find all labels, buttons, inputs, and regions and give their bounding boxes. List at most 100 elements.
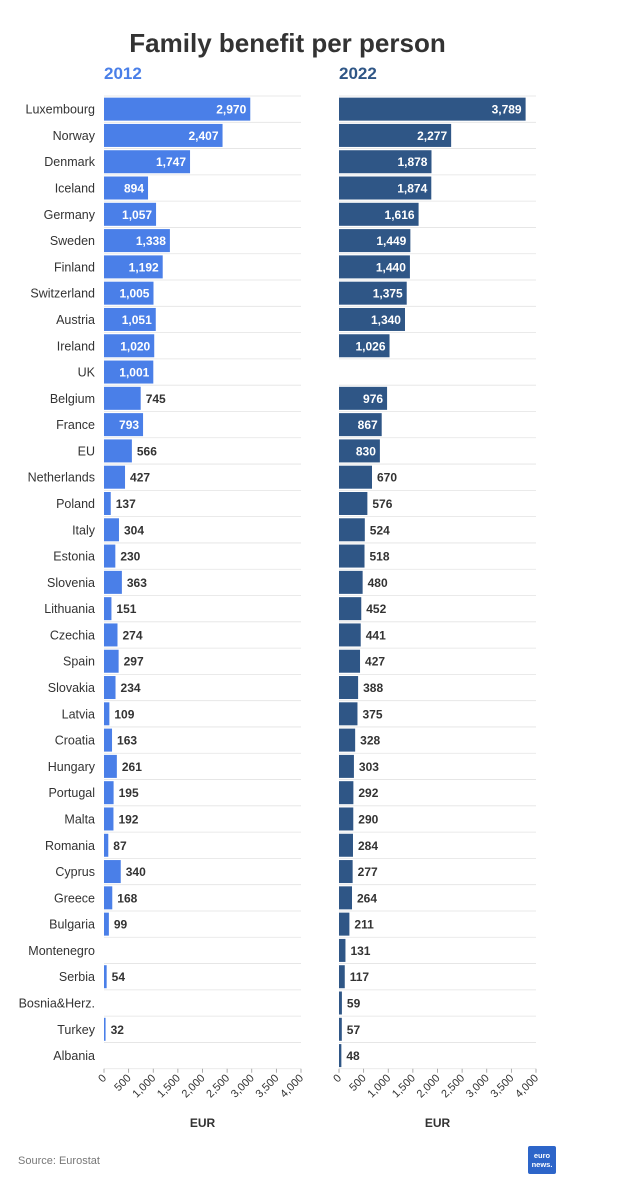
bar-2022 [339, 570, 363, 594]
data-label-2022: 375 [362, 707, 382, 721]
tick-label-2022: 3,500 [489, 1072, 517, 1100]
data-label-2012: 32 [111, 1023, 125, 1037]
data-label-2022: 670 [377, 471, 397, 485]
tick-label-2022: 3,000 [464, 1072, 492, 1100]
data-label-2022: 524 [370, 523, 390, 537]
data-label-2012: 163 [117, 734, 137, 748]
data-label-2012: 261 [122, 760, 142, 774]
bar-2022 [339, 386, 388, 410]
data-label-2012: 2,970 [216, 103, 246, 117]
bar-2022 [339, 123, 452, 147]
data-label-2022: 1,340 [371, 313, 401, 327]
category-label: Slovakia [48, 681, 95, 695]
data-label-2022: 117 [350, 970, 370, 984]
category-label: Finland [54, 260, 95, 274]
source-note: Source: Eurostat [18, 1155, 100, 1167]
bar-2012 [104, 176, 149, 200]
data-label-2022: 1,616 [385, 208, 415, 222]
bar-2022 [339, 150, 432, 174]
category-label: EU [78, 444, 95, 458]
bar-2022 [339, 623, 361, 647]
category-label: Greece [54, 891, 95, 905]
panel-title-2012: 2012 [104, 64, 142, 83]
category-label: Romania [45, 839, 95, 853]
tick-label-2022: 1,000 [365, 1072, 393, 1100]
bar-2012 [104, 886, 113, 910]
data-label-2012: 137 [116, 497, 136, 511]
bar-2022 [339, 728, 356, 752]
data-label-2022: 303 [359, 760, 379, 774]
data-label-2022: 976 [363, 392, 383, 406]
data-label-2022: 277 [358, 865, 378, 879]
bar-2012 [104, 518, 119, 542]
bar-2012 [104, 413, 144, 437]
data-label-2022: 2,277 [417, 129, 447, 143]
data-label-2022: 3,789 [492, 103, 522, 117]
data-label-2012: 54 [112, 970, 126, 984]
data-label-2012: 363 [127, 576, 147, 590]
bar-2022 [339, 781, 354, 805]
tick-label-2022: 4,000 [513, 1072, 541, 1100]
data-label-2012: 195 [119, 786, 139, 800]
data-label-2022: 480 [368, 576, 388, 590]
data-label-2012: 745 [146, 392, 166, 406]
category-label: Latvia [62, 707, 95, 721]
bar-2012 [104, 860, 121, 884]
bar-2012 [104, 97, 251, 121]
data-label-2022: 576 [372, 497, 392, 511]
data-label-2022: 388 [363, 681, 383, 695]
data-label-2012: 87 [113, 839, 127, 853]
data-label-2022: 290 [358, 812, 378, 826]
data-label-2012: 340 [126, 865, 146, 879]
category-label: Serbia [59, 970, 95, 984]
data-label-2022: 1,026 [355, 339, 385, 353]
category-label: Turkey [57, 1023, 95, 1037]
bar-2012 [104, 912, 109, 936]
data-label-2012: 297 [124, 655, 144, 669]
data-label-2012: 151 [116, 602, 136, 616]
data-label-2022: 131 [350, 944, 370, 958]
category-label: Lithuania [44, 602, 95, 616]
category-label: Netherlands [28, 471, 95, 485]
bar-2022 [339, 965, 345, 989]
category-label: Czechia [50, 628, 95, 642]
data-label-2022: 518 [370, 550, 390, 564]
data-label-2022: 441 [366, 628, 386, 642]
data-label-2012: 1,338 [136, 234, 166, 248]
category-label: Switzerland [30, 287, 95, 301]
bar-2012 [104, 491, 111, 515]
category-label: France [56, 418, 95, 432]
bar-2012 [104, 386, 141, 410]
bar-2012 [104, 255, 163, 279]
bar-2022 [339, 281, 407, 305]
category-label: Albania [53, 1049, 95, 1063]
data-label-2012: 168 [117, 891, 137, 905]
data-label-2022: 211 [354, 918, 374, 932]
data-label-2022: 867 [358, 418, 378, 432]
category-label: Croatia [55, 734, 95, 748]
panel-title-2022: 2022 [339, 64, 377, 83]
bar-2022 [339, 413, 382, 437]
tick-label-2022: 2,000 [415, 1072, 443, 1100]
bar-2012 [104, 360, 154, 384]
bar-2022 [339, 544, 365, 568]
bar-2022 [339, 991, 342, 1015]
bar-2012 [104, 965, 107, 989]
data-label-2022: 264 [357, 891, 377, 905]
data-label-2022: 284 [358, 839, 378, 853]
bar-2012 [104, 1017, 106, 1041]
bar-2022 [339, 307, 405, 331]
bar-2012 [104, 807, 114, 831]
bar-2012 [104, 229, 170, 253]
data-label-2012: 1,020 [120, 339, 150, 353]
category-label: Luxembourg [26, 103, 96, 117]
bar-2012 [104, 150, 191, 174]
category-label: Austria [56, 313, 95, 327]
bar-2022 [339, 1017, 342, 1041]
bar-2022 [339, 97, 526, 121]
bar-2022 [339, 754, 354, 778]
bar-2022 [339, 702, 358, 726]
data-label-2012: 1,192 [129, 260, 159, 274]
logo-line-1: euro [533, 1151, 551, 1160]
axis-title-2022: EUR [425, 1116, 451, 1130]
